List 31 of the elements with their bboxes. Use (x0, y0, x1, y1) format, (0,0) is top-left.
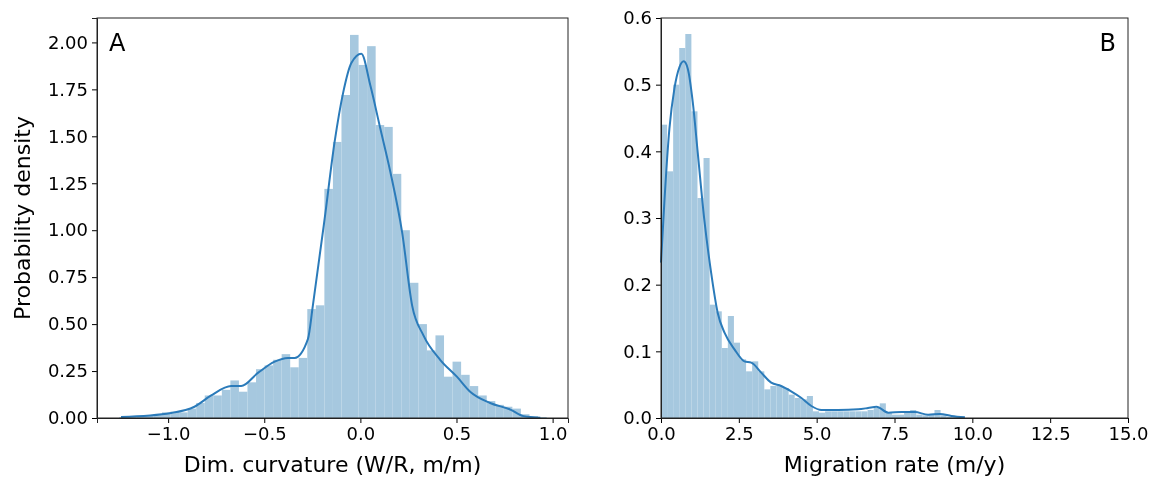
y-tick-label: 2.00 (47, 31, 88, 53)
y-tick-label: 1.50 (47, 125, 88, 147)
y-tick-label: 0.00 (47, 407, 88, 429)
x-axis-title: Dim. curvature (W/R, m/m) (183, 452, 482, 477)
x-tick-label: 0.0 (346, 422, 376, 444)
y-tick-label: 0.25 (47, 360, 88, 382)
x-tick-label: 10.0 (952, 422, 993, 444)
y-tick-label: 0.1 (623, 340, 652, 362)
x-tick-label: 5.0 (802, 422, 832, 444)
y-tick-label: 0.4 (623, 140, 652, 162)
y-tick-label: 1.75 (47, 78, 88, 100)
x-tick-label: 12.5 (1030, 422, 1071, 444)
y-tick-label: 0.3 (623, 207, 652, 229)
x-tick-label: −0.5 (242, 422, 287, 444)
y-tick-label: 1.00 (47, 219, 88, 241)
x-tick-label: 15.0 (1108, 422, 1149, 444)
x-tick-label: −1.0 (146, 422, 191, 444)
x-tick-label: 2.5 (725, 422, 754, 444)
y-tick-label: 0.5 (623, 73, 652, 95)
x-tick-label: 7.5 (880, 422, 910, 444)
y-tick-label: 0.6 (623, 7, 652, 29)
y-axis-title: Probability density (10, 116, 35, 320)
x-axis-title: Migration rate (m/y) (783, 452, 1006, 477)
y-tick-label: 0.75 (47, 266, 88, 288)
y-tick-label: 1.25 (47, 172, 88, 194)
x-tick-label: 0.5 (442, 422, 472, 444)
y-tick-label: 0.50 (47, 313, 88, 335)
annotation: B (1099, 29, 1116, 57)
x-tick-label: 1.0 (538, 422, 568, 444)
annotation: A (109, 29, 126, 57)
y-tick-label: 0.2 (623, 273, 652, 295)
